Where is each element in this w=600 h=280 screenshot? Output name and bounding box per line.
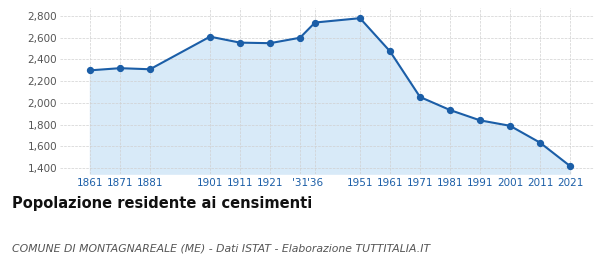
Point (85, 68, 95, 73)
Point (445, 108, 455, 112)
Point (115, 66, 125, 70)
Point (295, 36, 305, 40)
Point (565, 164, 575, 168)
Text: COMUNE DI MONTAGNAREALE (ME) - Dati ISTAT - Elaborazione TUTTITALIA.IT: COMUNE DI MONTAGNAREALE (ME) - Dati ISTA… (12, 244, 430, 254)
Point (265, 41, 275, 45)
Point (145, 67, 155, 71)
Point (205, 34, 215, 39)
Point (475, 118, 485, 123)
Point (310, 20, 320, 25)
Point (355, 16, 365, 20)
Point (535, 140, 545, 145)
Point (505, 123, 515, 128)
Text: Popolazione residente ai censimenti: Popolazione residente ai censimenti (12, 196, 312, 211)
Point (415, 95, 425, 99)
Point (235, 40, 245, 45)
Point (385, 49, 395, 53)
